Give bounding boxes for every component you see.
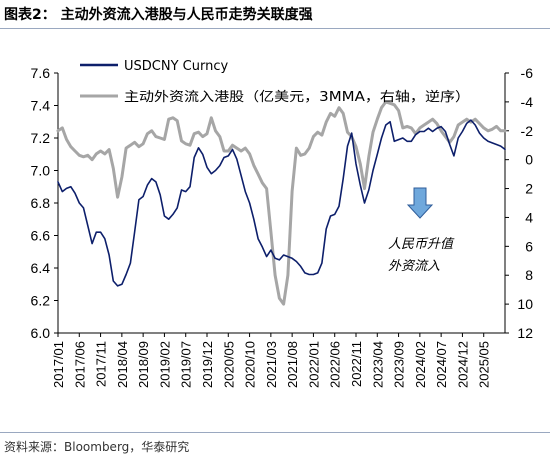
- left-tick-label: 6.4: [31, 260, 51, 276]
- legend-label-flow: 主动外资流入港股（亿美元，3MMA，右轴，逆序）: [124, 89, 470, 105]
- left-tick-label: 7.6: [31, 65, 51, 81]
- right-tick-label: 6: [525, 238, 533, 254]
- x-tick-label: 2022/01: [306, 341, 321, 388]
- series-line-flow: [56, 100, 507, 306]
- x-tick-label: 2021/03: [264, 341, 279, 388]
- left-tick-label: 7.4: [31, 98, 51, 114]
- x-tick-label: 2025/05: [477, 341, 492, 388]
- x-tick-label: 2024/12: [455, 341, 470, 388]
- left-tick-label: 6.0: [31, 325, 51, 341]
- right-axis-ticks: -6 -4 -2 0 2 4 6 8 10 12: [505, 65, 533, 341]
- source-note: 资料来源：Bloomberg，华泰研究: [4, 440, 190, 454]
- right-tick-label: -6: [521, 65, 534, 81]
- right-tick-label: 10: [517, 296, 533, 312]
- plot-frame: [57, 73, 506, 334]
- left-tick-label: 6.6: [31, 228, 51, 244]
- left-tick-label: 6.2: [31, 293, 51, 309]
- down-arrow-icon: [406, 187, 434, 219]
- x-tick-label: 2017/06: [72, 341, 87, 388]
- x-tick-label: 2019/02: [157, 341, 172, 388]
- right-tick-label: -2: [521, 123, 534, 139]
- right-tick-label: 4: [525, 209, 533, 225]
- annotation-line-1: 人民币升值: [388, 237, 455, 252]
- legend-label-usdcny: USDCNY Curncy: [124, 59, 228, 74]
- left-tick-label: 7.2: [31, 130, 51, 146]
- title-divider: [0, 28, 550, 29]
- x-tick-label: 2019/12: [200, 341, 215, 388]
- x-tick-label: 2022/06: [328, 341, 343, 388]
- right-tick-label: 0: [525, 152, 533, 168]
- series-line-usdcny: [57, 119, 506, 287]
- x-tick-label: 2023/09: [392, 341, 407, 388]
- left-axis-ticks: 6.0 6.2 6.4 6.6 6.8 7.0 7.2 7.4 7.6: [31, 65, 58, 341]
- x-tick-label: 2024/02: [413, 341, 428, 388]
- x-tick-label: 2024/07: [434, 341, 449, 388]
- source-divider: [0, 432, 550, 433]
- right-tick-label: 12: [517, 325, 533, 341]
- x-tick-label: 2018/04: [115, 341, 130, 388]
- right-tick-label: 2: [525, 181, 533, 197]
- right-tick-label: -4: [521, 94, 534, 110]
- left-tick-label: 7.0: [31, 163, 51, 179]
- x-tick-label: 2020/10: [243, 341, 258, 388]
- x-tick-label: 2018/09: [136, 341, 151, 388]
- x-tick-label: 2021/08: [285, 341, 300, 388]
- annotation: 人民币升值 外资流入: [388, 187, 455, 274]
- annotation-line-2: 外资流入: [388, 259, 440, 274]
- x-tick-label: 2020/05: [221, 341, 236, 388]
- x-tick-label: 2017/11: [94, 341, 109, 387]
- chart-title: 图表2： 主动外资流入港股与人民币走势关联度强: [4, 7, 313, 23]
- x-tick-label: 2022/11: [349, 341, 364, 387]
- right-tick-label: 8: [525, 267, 533, 283]
- series-layer: [56, 100, 507, 306]
- x-axis-ticks: 2017/01 2017/06 2017/11 2018/04 2018/09 2019/…: [51, 333, 492, 388]
- left-tick-label: 6.8: [31, 195, 51, 211]
- x-tick-label: 2023/04: [370, 341, 385, 388]
- legend: USDCNY Curncy 主动外资流入港股（亿美元，3MMA，右轴，逆序）: [80, 59, 470, 105]
- x-tick-label: 2019/07: [179, 341, 194, 388]
- x-tick-label: 2017/01: [51, 341, 66, 388]
